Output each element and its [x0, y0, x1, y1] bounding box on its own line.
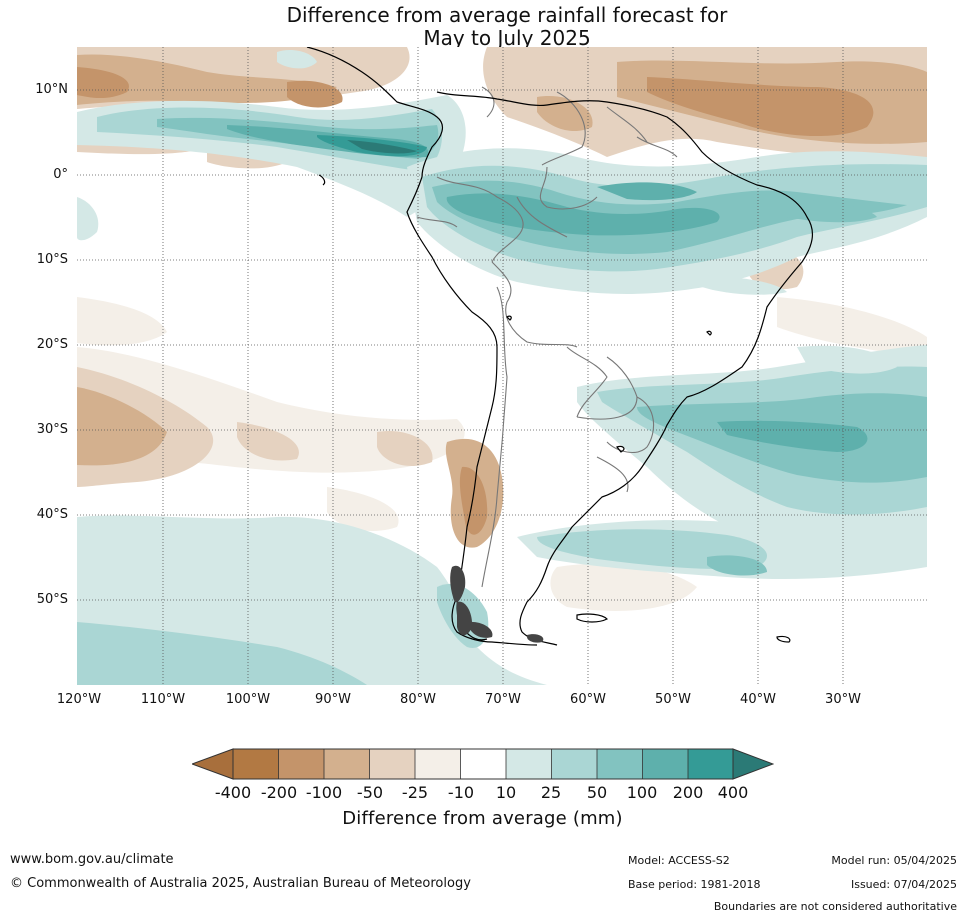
longitude-label-100w: 100°W [225, 692, 271, 707]
longitude-label-110w: 110°W [140, 692, 186, 707]
patagonia-islands [450, 565, 544, 643]
colorbar-tick: 400 [717, 783, 749, 802]
colorbar-bin [460, 749, 506, 779]
colorbar-tick: 10 [495, 783, 517, 802]
country-borders [416, 86, 678, 588]
graticule [77, 47, 927, 685]
footer-disclaimer: Boundaries are not considered authoritat… [713, 900, 957, 913]
colorbar-tick: 200 [672, 783, 704, 802]
latitude-label-20s: 20°S [36, 337, 68, 352]
colorbar-tick: 50 [586, 783, 608, 802]
latitude-label-50s: 50°S [36, 592, 68, 607]
latitude-label-10s: 10°S [36, 252, 68, 267]
colorbar-bin [688, 749, 733, 779]
colorbar-bin [324, 749, 370, 779]
colorbar-bin [642, 749, 688, 779]
title-line-2: May to July 2025 [423, 26, 591, 50]
longitude-label-80w: 80°W [400, 692, 436, 707]
colorbar-extend-low [192, 748, 234, 780]
colorbar-tick: -400 [214, 783, 252, 802]
longitude-label-40w: 40°W [740, 692, 776, 707]
footer-copyright: © Commonwealth of Australia 2025, Austra… [10, 876, 471, 891]
colorbar-tick: -100 [305, 783, 343, 802]
colorbar-tick: -25 [401, 783, 429, 802]
colorbar-bin [233, 749, 279, 779]
rainfall-map [77, 47, 927, 685]
longitude-label-120w: 120°W [56, 692, 102, 707]
colorbar-bin [551, 749, 597, 779]
colorbar-tick: 100 [626, 783, 658, 802]
colorbar-tick: 25 [540, 783, 562, 802]
longitude-label-30w: 30°W [825, 692, 861, 707]
colorbar [192, 748, 774, 780]
colorbar-bin [415, 749, 461, 779]
colorbar-title: Difference from average (mm) [342, 808, 623, 829]
colorbar-tick: -10 [447, 783, 475, 802]
colorbar-bin [369, 749, 415, 779]
map-canvas [77, 47, 927, 685]
wet-anomaly-areas [77, 50, 927, 685]
dry-anomaly-areas [77, 47, 927, 611]
footer-url: www.bom.gov.au/climate [10, 852, 174, 867]
colorbar-extend-high [732, 748, 774, 780]
footer-model-run: Model run: 05/04/2025 [831, 854, 957, 867]
longitude-label-90w: 90°W [315, 692, 351, 707]
map-title: Difference from average rainfall forecas… [0, 4, 965, 50]
longitude-label-60w: 60°W [570, 692, 606, 707]
colorbar-tick: -50 [356, 783, 384, 802]
latitude-label-10n: 10°N [35, 82, 68, 97]
latitude-label-0: 0° [53, 167, 68, 182]
footer-model: Model: ACCESS-S2 [628, 854, 730, 867]
colorbar-bin [597, 749, 643, 779]
longitude-label-50w: 50°W [655, 692, 691, 707]
footer-issued: Issued: 07/04/2025 [850, 878, 957, 891]
colorbar-bin [278, 749, 324, 779]
colorbar-tick: -200 [260, 783, 298, 802]
longitude-label-70w: 70°W [485, 692, 521, 707]
latitude-label-30s: 30°S [36, 422, 68, 437]
colorbar-bin [506, 749, 552, 779]
footer-base-period: Base period: 1981-2018 [628, 878, 761, 891]
title-line-1: Difference from average rainfall forecas… [286, 3, 728, 27]
latitude-label-40s: 40°S [36, 507, 68, 522]
